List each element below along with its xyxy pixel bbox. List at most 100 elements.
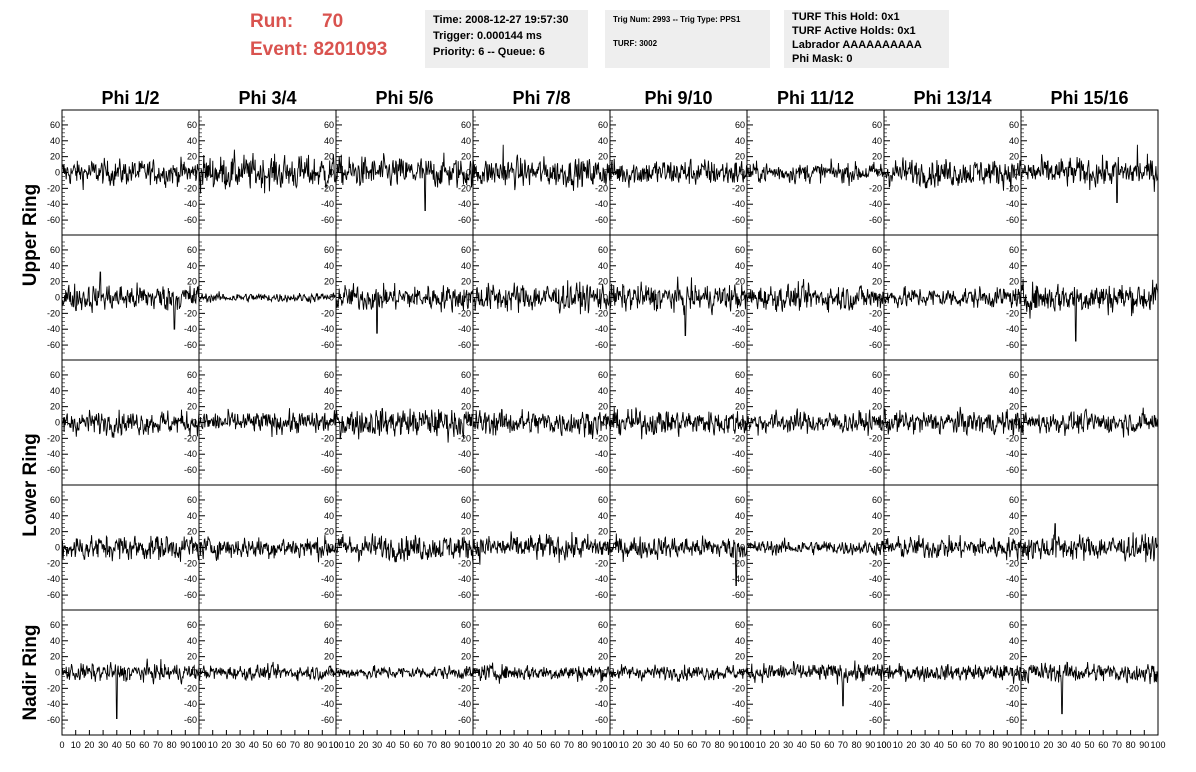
y-tick-label: 60: [50, 245, 60, 255]
y-tick-label: 40: [50, 511, 60, 521]
y-tick-label: 40: [872, 136, 882, 146]
y-tick-label: 0: [740, 543, 745, 553]
y-tick-label: -20: [732, 433, 745, 443]
y-tick-label: -40: [869, 574, 882, 584]
x-tick-label: 40: [660, 740, 670, 750]
x-tick-label: 100: [328, 740, 343, 750]
turf-line: TURF: 3002: [613, 39, 658, 48]
x-tick-label: 100: [739, 740, 754, 750]
x-tick-label: 20: [632, 740, 642, 750]
x-tick-label: 50: [1084, 740, 1094, 750]
y-tick-label: 0: [329, 168, 334, 178]
y-tick-label: 0: [55, 418, 60, 428]
x-tick-label: 70: [153, 740, 163, 750]
y-tick-label: 40: [735, 386, 745, 396]
y-tick-label: -60: [321, 590, 334, 600]
y-tick-label: 20: [1009, 152, 1019, 162]
y-tick-label: -40: [595, 699, 608, 709]
y-tick-label: 40: [187, 136, 197, 146]
column-header: Phi 1/2: [101, 88, 159, 108]
y-tick-label: -20: [321, 183, 334, 193]
y-tick-label: -60: [1006, 465, 1019, 475]
y-tick-label: -40: [732, 699, 745, 709]
y-tick-label: 0: [1014, 168, 1019, 178]
y-tick-label: 20: [735, 277, 745, 287]
waveform-trace: [746, 537, 885, 556]
y-tick-label: -60: [869, 215, 882, 225]
y-tick-label: 0: [466, 543, 471, 553]
y-tick-label: -20: [458, 183, 471, 193]
y-tick-label: 0: [329, 293, 334, 303]
x-tick-label: 20: [769, 740, 779, 750]
y-tick-label: 40: [324, 636, 334, 646]
y-tick-label: 0: [603, 168, 608, 178]
y-tick-label: -40: [595, 574, 608, 584]
x-tick-label: 100: [1150, 740, 1165, 750]
waveform-trace: [609, 276, 748, 337]
y-tick-label: 60: [735, 495, 745, 505]
y-tick-label: -20: [184, 433, 197, 443]
event-value: 8201093: [313, 39, 388, 60]
y-tick-label: -20: [321, 433, 334, 443]
y-tick-label: -40: [321, 449, 334, 459]
x-tick-label: 80: [852, 740, 862, 750]
waveform-trace: [198, 535, 337, 563]
x-tick-label: 70: [1112, 740, 1122, 750]
x-tick-label: 20: [358, 740, 368, 750]
waveform-trace: [335, 407, 474, 443]
y-tick-label: 40: [735, 511, 745, 521]
waveform-trace: [609, 158, 748, 188]
x-tick-label: 100: [1013, 740, 1028, 750]
y-tick-label: -60: [869, 465, 882, 475]
y-tick-label: -40: [321, 324, 334, 334]
y-tick-label: -20: [47, 183, 60, 193]
y-tick-label: -20: [869, 308, 882, 318]
x-tick-label: 20: [906, 740, 916, 750]
y-tick-label: 40: [324, 136, 334, 146]
y-tick-label: 40: [1009, 636, 1019, 646]
y-tick-label: 20: [324, 652, 334, 662]
y-tick-label: 0: [740, 168, 745, 178]
y-tick-label: 20: [324, 402, 334, 412]
column-header: Phi 7/8: [512, 88, 570, 108]
y-tick-label: -20: [47, 308, 60, 318]
y-tick-label: 20: [1009, 652, 1019, 662]
y-tick-label: -60: [321, 215, 334, 225]
y-tick-label: 40: [1009, 136, 1019, 146]
x-tick-label: 90: [865, 740, 875, 750]
x-tick-label: 0: [881, 740, 886, 750]
y-tick-label: 20: [872, 277, 882, 287]
x-tick-label: 50: [947, 740, 957, 750]
y-tick-label: 40: [324, 386, 334, 396]
x-tick-label: 100: [602, 740, 617, 750]
y-tick-label: 60: [50, 495, 60, 505]
x-tick-label: 80: [578, 740, 588, 750]
y-tick-label: 60: [324, 620, 334, 630]
y-tick-label: 0: [877, 168, 882, 178]
y-tick-label: -20: [869, 683, 882, 693]
y-tick-label: -40: [458, 699, 471, 709]
y-tick-label: -40: [321, 574, 334, 584]
x-tick-label: 60: [1098, 740, 1108, 750]
x-tick-label: 60: [961, 740, 971, 750]
trigger-line: Trigger: 0.000144 ms: [433, 30, 542, 42]
x-tick-label: 50: [810, 740, 820, 750]
waveform-trace: [883, 663, 1022, 684]
y-tick-label: 0: [192, 543, 197, 553]
x-tick-label: 70: [975, 740, 985, 750]
x-tick-label: 10: [893, 740, 903, 750]
y-tick-label: 60: [598, 620, 608, 630]
y-tick-label: 0: [55, 543, 60, 553]
y-tick-label: -40: [1006, 699, 1019, 709]
column-header: Phi 15/16: [1050, 88, 1128, 108]
y-tick-label: 0: [329, 668, 334, 678]
y-tick-label: -40: [458, 574, 471, 584]
waveform-trace: [61, 534, 200, 562]
y-tick-label: 60: [187, 620, 197, 630]
y-tick-label: 40: [50, 386, 60, 396]
y-tick-label: 20: [50, 152, 60, 162]
y-tick-label: -40: [1006, 324, 1019, 334]
y-tick-label: 40: [1009, 386, 1019, 396]
y-tick-label: 60: [324, 245, 334, 255]
y-tick-label: -20: [458, 683, 471, 693]
